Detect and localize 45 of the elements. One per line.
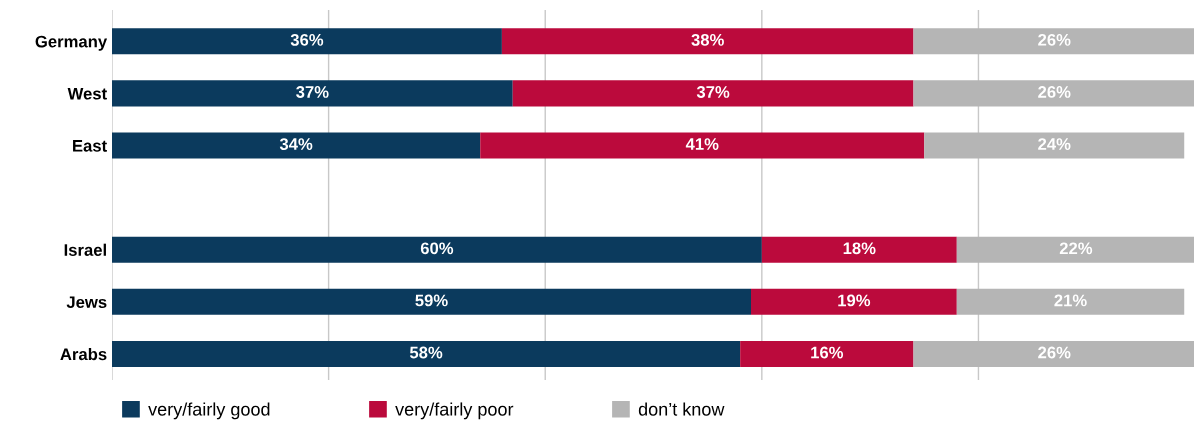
data-label: 26% <box>1038 346 1071 359</box>
y-tick-label: Germany <box>35 35 108 51</box>
bar <box>913 340 1194 367</box>
data-label: 37% <box>296 86 329 98</box>
data-label: 38% <box>691 33 724 46</box>
data-label: 18% <box>843 242 876 255</box>
data-label: 16% <box>811 346 844 359</box>
bar <box>112 28 502 55</box>
y-tick-label: East <box>73 140 107 152</box>
bar <box>112 340 741 367</box>
data-label: 26% <box>1038 86 1071 98</box>
data-label: 19% <box>838 294 871 307</box>
data-label: 26% <box>1038 33 1071 46</box>
bar <box>512 80 914 107</box>
bar <box>501 28 914 55</box>
bar <box>751 288 957 315</box>
y-tick-label: Jews <box>66 296 107 309</box>
bar <box>112 288 752 315</box>
data-label: 36% <box>290 33 324 46</box>
bar <box>956 236 1194 263</box>
bar <box>956 288 1185 315</box>
data-label: 24% <box>1038 138 1071 150</box>
data-label: 37% <box>696 86 730 98</box>
bar <box>740 340 914 367</box>
data-label: 41% <box>685 138 719 150</box>
bar <box>112 132 481 159</box>
bar <box>913 80 1194 107</box>
data-label: 58% <box>409 346 443 359</box>
bar <box>913 28 1194 55</box>
data-label: 22% <box>1059 242 1093 255</box>
bar <box>112 236 762 263</box>
bar <box>112 80 513 107</box>
legend-label: very/fairly good <box>148 402 270 420</box>
bar <box>924 132 1185 159</box>
data-label: 21% <box>1054 294 1087 307</box>
legend-label: very/fairly poor <box>395 402 514 420</box>
y-tick-label: West <box>67 87 107 100</box>
bar <box>761 236 957 263</box>
data-label: 34% <box>279 138 313 150</box>
data-label: 60% <box>420 242 454 255</box>
y-tick-label: Israel <box>64 243 106 256</box>
data-label: 59% <box>415 294 448 307</box>
bar <box>480 132 925 159</box>
legend-label: don’t know <box>638 402 725 416</box>
y-tick-label: Arabs <box>60 347 107 361</box>
